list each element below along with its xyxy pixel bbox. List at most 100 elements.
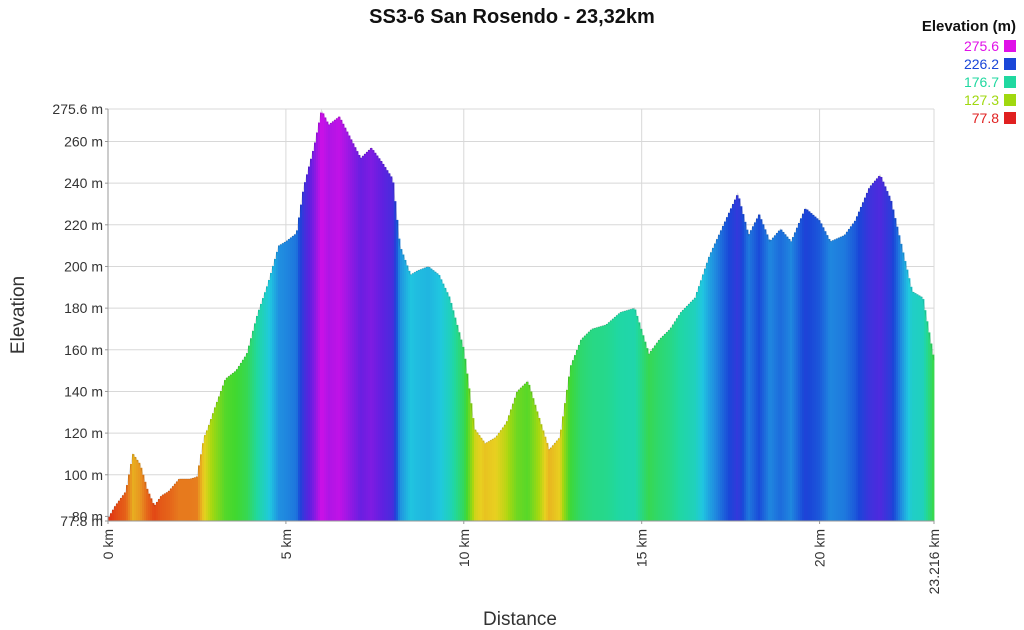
elevation-bar [836,238,839,522]
elevation-bar [850,226,853,521]
elevation-bar [334,119,337,521]
elevation-bar [808,211,811,521]
elevation-bar [138,462,141,521]
elevation-bar [498,432,501,521]
elevation-bar [622,311,625,521]
elevation-bar [268,279,271,521]
elevation-bar [820,223,823,521]
elevation-bar [858,211,861,522]
elevation-bar [646,348,649,521]
elevation-bar [238,366,241,521]
y-tick-label: 240 m [64,175,103,191]
elevation-bar [620,312,623,521]
elevation-bar [224,380,227,521]
elevation-bar [450,302,453,521]
elevation-bar [186,478,189,521]
elevation-bar [266,286,269,521]
elevation-bar [778,230,781,521]
elevation-bar [882,181,885,522]
elevation-bar [574,355,577,521]
elevation-bar [652,348,655,521]
elevation-bar [454,317,457,521]
elevation-bar [184,478,187,521]
elevation-bar [780,229,783,521]
legend-swatch [1004,76,1016,88]
legend-item-label: 176.7 [963,74,999,90]
elevation-bar [888,195,891,521]
elevation-bar [922,299,925,521]
elevation-bar [590,329,593,521]
elevation-bar [322,113,325,521]
elevation-bar [532,398,535,521]
elevation-bar [756,218,759,522]
x-tick-label: 23.216 km [926,529,942,594]
elevation-bar [168,490,171,521]
elevation-bar [492,438,495,521]
elevation-bar [318,122,321,521]
elevation-bar [354,147,357,522]
elevation-bar [680,312,683,521]
elevation-bar [150,498,153,521]
elevation-bar [178,479,181,521]
elevation-bar [298,217,301,521]
elevation-bar [760,219,763,521]
elevation-bar [642,335,645,521]
elevation-bar [222,385,225,521]
elevation-bar [718,234,721,521]
elevation-bar [356,151,359,522]
elevation-bar [320,112,323,521]
elevation-bar [402,254,405,521]
elevation-bar [658,340,661,521]
elevation-bar [300,204,303,521]
elevation-bar [474,429,477,521]
elevation-bar [706,262,709,521]
legend-swatch [1004,112,1016,124]
elevation-bar [720,230,723,521]
elevation-bar [410,274,413,521]
elevation-bar [346,131,349,521]
elevation-bar [814,216,817,521]
legend-item-label: 226.2 [963,56,999,72]
elevation-bar [910,286,913,521]
elevation-bar [240,362,243,521]
elevation-bar [214,407,217,521]
elevation-bar [582,337,585,521]
elevation-bar [114,506,117,521]
elevation-bar [142,474,145,521]
elevation-bar [914,293,917,521]
elevation-bar [110,513,113,521]
elevation-bar [766,234,769,521]
elevation-bar [234,371,237,521]
elevation-bar [466,373,469,521]
elevation-bar [194,477,197,521]
elevation-bar [784,234,787,521]
elevation-bar [154,504,157,521]
elevation-bar [676,318,679,521]
elevation-bar [328,124,331,521]
elevation-bar [386,170,389,521]
elevation-bar [724,221,727,522]
elevation-bar [170,488,173,521]
elevation-bar [788,238,791,521]
elevation-bar [248,345,251,521]
elevation-bar [166,492,169,521]
elevation-bar [326,121,329,521]
elevation-bar [714,243,717,522]
elevation-bar [374,152,377,521]
elevation-bar [162,494,165,521]
elevation-bar [512,403,515,521]
elevation-bar [740,206,743,521]
elevation-bar [244,356,247,521]
elevation-bar [398,238,401,522]
elevation-bar [846,231,849,521]
elevation-bar [126,485,129,521]
elevation-bar [538,417,541,521]
elevation-bar [242,359,245,521]
elevation-bar [206,430,209,521]
elevation-bar [726,217,729,521]
elevation-bar [870,185,873,522]
elevation-bar [434,271,437,521]
elevation-bar [446,292,449,521]
elevation-bar [660,337,663,521]
elevation-bar [758,214,761,522]
